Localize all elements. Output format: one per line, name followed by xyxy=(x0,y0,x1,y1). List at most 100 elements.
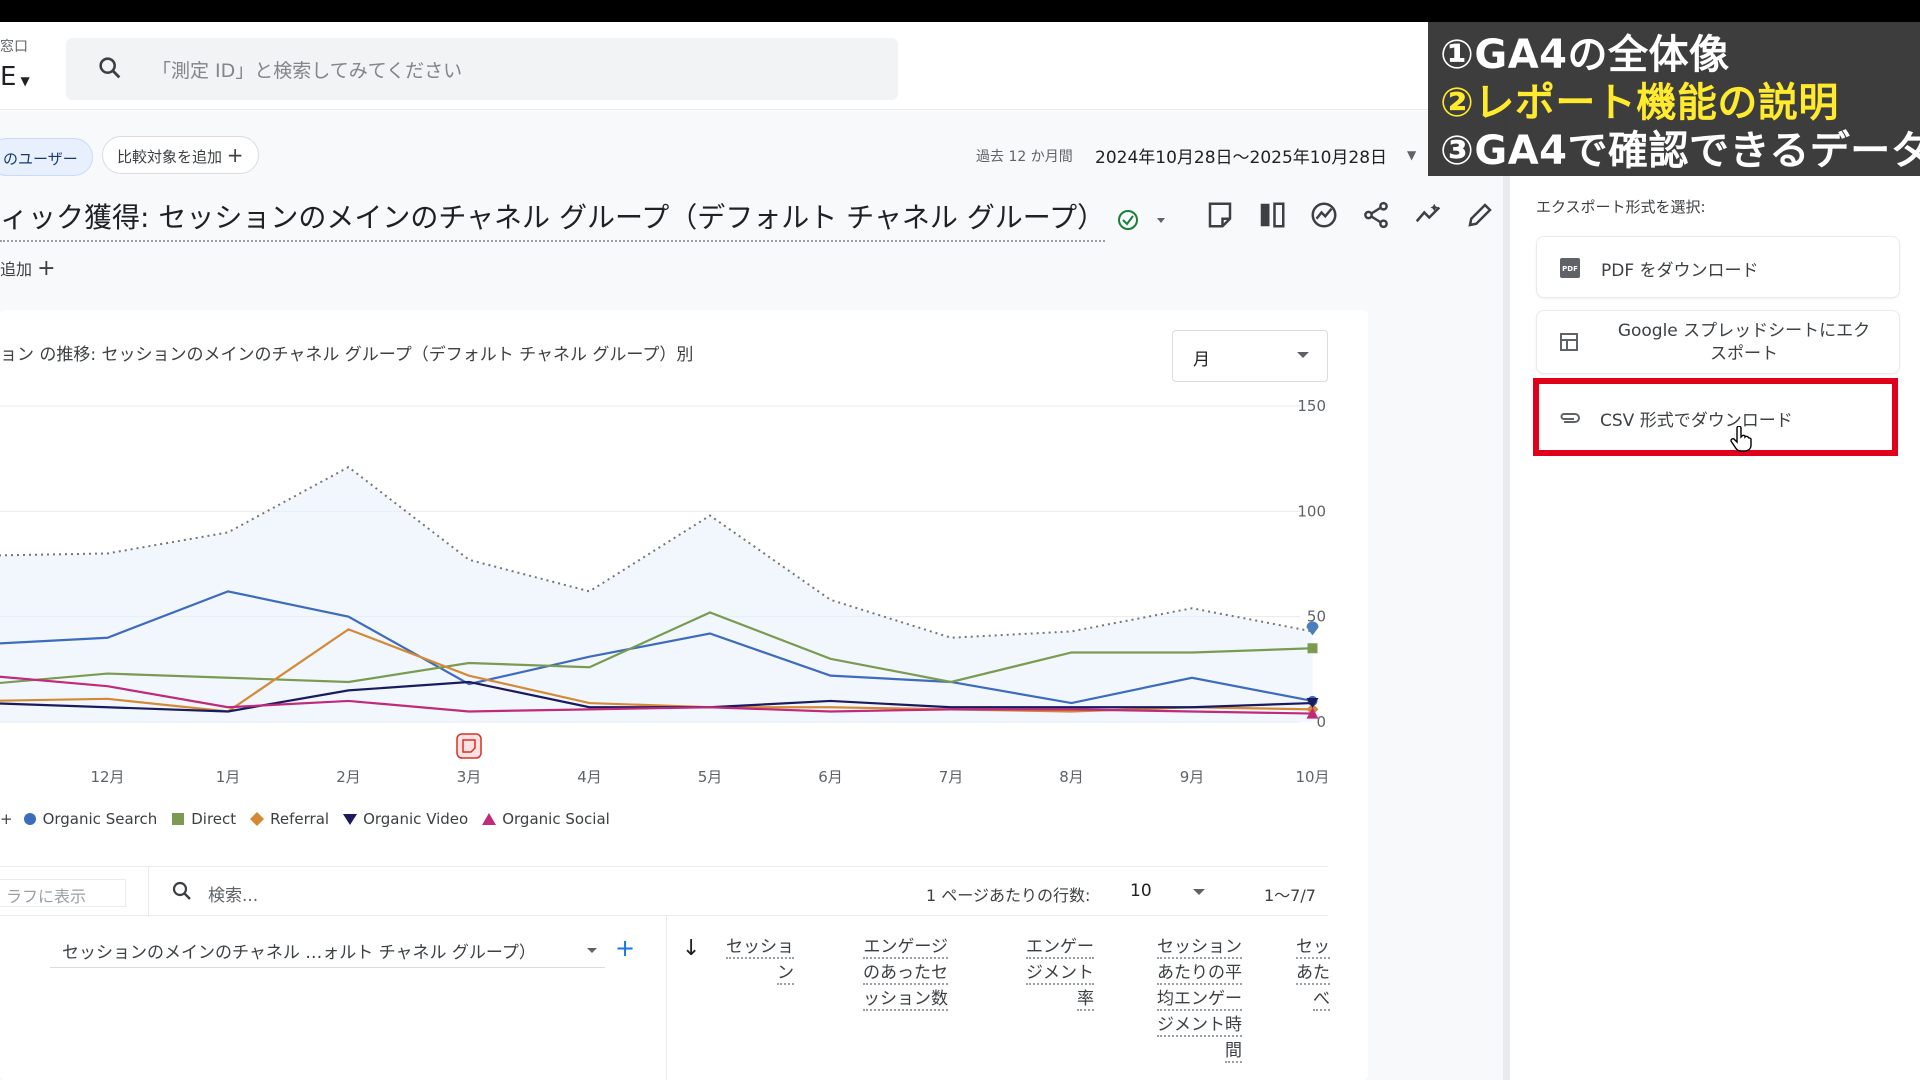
hand-cursor-icon xyxy=(1730,425,1752,456)
data-point-direct xyxy=(1307,643,1318,654)
sheets-icon xyxy=(1559,332,1579,356)
column-header-label: エンゲー ジメント 率 xyxy=(1026,937,1094,1011)
plus-icon: + xyxy=(226,143,244,167)
compare-icon[interactable] xyxy=(1257,200,1291,234)
legend-label: Organic Video xyxy=(363,810,469,828)
csv-attachment-icon xyxy=(1558,408,1582,432)
legend-item[interactable]: Organic Search xyxy=(23,810,158,828)
total-area xyxy=(0,467,1313,722)
legend-marker xyxy=(250,812,265,826)
legend-marker xyxy=(172,813,185,825)
csv-label: CSV 形式でダウンロード xyxy=(1600,411,1793,431)
report-toolbar xyxy=(1205,200,1505,240)
legend-plus-icon: + xyxy=(0,810,13,828)
account-label: 窓口 xyxy=(0,39,28,55)
date-range-prefix: 過去 12 か月間 xyxy=(976,149,1073,165)
legend-label: Organic Search xyxy=(42,810,158,828)
legend-marker xyxy=(343,814,358,825)
sort-down-icon[interactable]: ↓ xyxy=(682,936,701,961)
toolbar-divider xyxy=(148,867,149,917)
granularity-select[interactable]: 月 xyxy=(1172,330,1328,382)
x-tick-label: 7月 xyxy=(939,768,964,786)
search-placeholder: 「測定 ID」と検索してみてください xyxy=(152,60,463,82)
y-tick-label: 100 xyxy=(1297,502,1326,520)
property-selector[interactable]: E ▼ xyxy=(0,62,30,92)
export-google-sheets-button[interactable]: Google スプレッドシートにエク スポート xyxy=(1536,310,1900,374)
add-filter-label: 追加 xyxy=(0,260,33,279)
add-comparison-button[interactable]: 比較対象を追加 + xyxy=(102,136,259,174)
column-header-engagement-rate[interactable]: エンゲー ジメント 率 xyxy=(1010,934,1094,1012)
chevron-down-icon[interactable]: ▼ xyxy=(1407,148,1417,162)
share-icon[interactable] xyxy=(1361,200,1395,234)
column-header-partial[interactable]: セッ あた べ xyxy=(1290,934,1330,1012)
highlight-frame xyxy=(1533,378,1898,456)
add-filter-button[interactable]: 追加 + xyxy=(0,256,56,281)
y-tick-label: 150 xyxy=(1297,397,1326,415)
legend-item[interactable]: Direct xyxy=(171,810,236,828)
table-toolbar: ラフに表示 検索... 1 ページあたりの行数: 10 1〜7/7 xyxy=(0,866,1328,917)
plus-icon: + xyxy=(37,256,56,281)
search-icon xyxy=(96,54,124,86)
legend-marker xyxy=(482,813,497,825)
column-header-label: セッ あた べ xyxy=(1296,937,1330,1011)
chevron-down-icon xyxy=(587,948,597,953)
trend-icon[interactable] xyxy=(1413,200,1447,234)
chevron-down-icon xyxy=(1297,352,1309,358)
plot-rows-button[interactable]: ラフに表示 xyxy=(0,879,126,907)
x-tick-label: 5月 xyxy=(698,768,723,786)
column-header-avg-engagement-time[interactable]: セッション あたりの平 均エンゲー ジメント時 間 xyxy=(1138,934,1242,1064)
column-header-label: セッショ ン xyxy=(726,937,794,985)
segment-chip[interactable]: のユーザー xyxy=(0,138,93,176)
caption-line-1: ①GA4の全体像 xyxy=(1440,32,1730,78)
x-tick-label: 10月 xyxy=(1295,768,1329,786)
insights-chart-icon[interactable] xyxy=(1309,200,1343,234)
legend-item[interactable]: Organic Social xyxy=(482,810,610,828)
download-pdf-button[interactable]: PDF PDF をダウンロード xyxy=(1536,236,1900,298)
data-point-total xyxy=(1306,621,1319,636)
caption-overlay xyxy=(1428,22,1920,176)
sheets-label: Google スプレッドシートにエク スポート xyxy=(1599,320,1889,366)
caption-line-3: ③GA4で確認できるデータ xyxy=(1440,128,1920,174)
date-range-picker[interactable]: 2024年10月28日〜2025年10月28日 xyxy=(1095,148,1388,168)
chevron-down-icon[interactable] xyxy=(1193,889,1205,895)
legend-item[interactable]: Organic Video xyxy=(343,810,468,828)
caption-line-2: ②レポート機能の説明 xyxy=(1440,80,1839,126)
y-tick-label: 0 xyxy=(1316,713,1326,731)
legend-label: Organic Social xyxy=(502,810,610,828)
legend-item[interactable]: Referral xyxy=(250,810,329,828)
x-tick-label: 12月 xyxy=(90,768,124,786)
column-header-engaged-sessions[interactable]: エンゲージ のあったセ ッション数 xyxy=(846,934,948,1012)
dimension-label: セッションのメインのチャネル …ォルト チャネル グループ） xyxy=(62,943,536,963)
search-input[interactable]: 「測定 ID」と検索してみてください xyxy=(66,38,898,100)
metric-header-area xyxy=(666,916,1328,1080)
column-header-label: セッション あたりの平 均エンゲー ジメント時 間 xyxy=(1157,937,1242,1063)
column-header-label: エンゲージ のあったセ ッション数 xyxy=(863,937,948,1011)
rows-per-page-select[interactable]: 10 xyxy=(1130,881,1152,901)
series-line-organic-social xyxy=(0,675,1313,715)
download-csv-button[interactable]: CSV 形式でダウンロード xyxy=(1536,388,1900,448)
add-dimension-button[interactable]: + xyxy=(615,934,636,962)
column-header-sessions[interactable]: セッショ ン xyxy=(718,934,794,986)
pagination-range: 1〜7/7 xyxy=(1264,886,1316,905)
edit-icon[interactable] xyxy=(1465,200,1499,234)
granularity-value: 月 xyxy=(1193,350,1210,370)
status-check-icon[interactable] xyxy=(1117,208,1169,236)
x-tick-label: 6月 xyxy=(818,768,843,786)
x-tick-label: 9月 xyxy=(1180,768,1205,786)
insight-icon[interactable] xyxy=(1205,200,1239,234)
dimension-select[interactable]: セッションのメインのチャネル …ォルト チャネル グループ） xyxy=(50,934,605,968)
table-search-input[interactable]: 検索... xyxy=(208,886,259,906)
chart-title: ョン の推移: セッションのメインのチャネル グループ（デフォルト チャネル グ… xyxy=(0,345,694,365)
line-chart: 0 50 100 150 12月 1月 2月 3月 4月 5月 6月 7月 8月 9月 10月 xyxy=(0,397,1330,786)
rows-per-page-label: 1 ページあたりの行数: xyxy=(926,886,1091,905)
chart-legend: + Organic Search Direct Referral Organic Vid… xyxy=(0,810,624,834)
top-black-bar xyxy=(0,0,1920,22)
x-tick-label: 8月 xyxy=(1059,768,1084,786)
panel-divider xyxy=(1503,111,1510,1080)
series-line-organic-search xyxy=(0,590,1313,705)
export-panel xyxy=(1510,22,1920,1080)
property-name: E xyxy=(0,62,17,92)
data-point-organic-video xyxy=(1306,698,1319,709)
annotation-note-icon xyxy=(456,733,482,759)
page-title: ィック獲得: セッションのメインのチャネル グループ（デフォルト チャネル グル… xyxy=(0,196,1106,242)
